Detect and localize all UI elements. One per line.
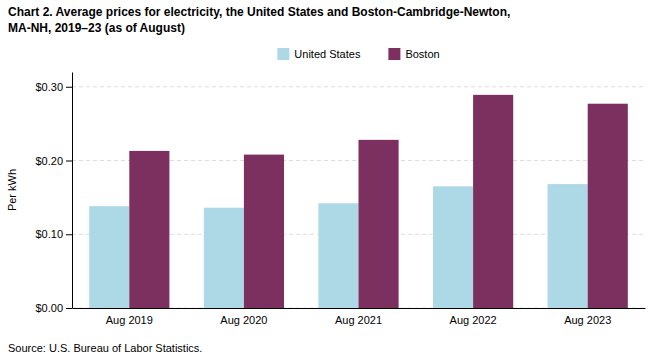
bar xyxy=(129,151,169,308)
legend-item: Boston xyxy=(388,48,439,60)
x-tick-label: Aug 2020 xyxy=(220,314,267,326)
y-tick: $0.30 xyxy=(35,81,72,93)
grid xyxy=(72,87,645,308)
subtitle: MA-NH, 2019–23 (as of August) xyxy=(8,21,185,35)
chart: Chart 2. Average prices for electricity,… xyxy=(0,0,661,360)
x-tick: Aug 2022 xyxy=(450,314,497,326)
legend-label: Boston xyxy=(405,48,439,60)
x-tick: Aug 2023 xyxy=(564,314,611,326)
x-tick: Aug 2020 xyxy=(220,314,267,326)
y-axis: $0.00 $0.10 $0.20 $0.30 xyxy=(35,73,72,315)
y-tick-label: $0.30 xyxy=(35,81,63,93)
y-tick-mark xyxy=(66,161,72,162)
y-tick-mark xyxy=(66,308,72,309)
bar xyxy=(318,203,358,308)
legend-swatch xyxy=(277,48,289,60)
bar xyxy=(89,206,129,308)
y-axis-line xyxy=(72,73,73,309)
legend-label: United States xyxy=(294,48,361,60)
bar xyxy=(433,186,473,308)
bar xyxy=(588,104,628,308)
bar xyxy=(473,95,513,308)
y-tick: $0.00 xyxy=(35,302,72,314)
title: Chart 2. Average prices for electricity,… xyxy=(8,5,510,19)
legend-swatch xyxy=(388,48,400,60)
source: Source: U.S. Bureau of Labor Statistics. xyxy=(8,342,202,354)
y-tick-label: $0.00 xyxy=(35,302,63,314)
series xyxy=(129,95,628,308)
y-tick-label: $0.20 xyxy=(35,155,63,167)
plot: $0.00$0.10$0.20$0.30Aug 2019Aug 2020Aug … xyxy=(35,73,645,326)
y-tick: $0.10 xyxy=(35,228,72,240)
y-tick-mark xyxy=(66,234,72,235)
legend-item: United States xyxy=(277,48,361,60)
x-tick: Aug 2021 xyxy=(335,314,382,326)
bar xyxy=(548,184,588,308)
y-tick: $0.20 xyxy=(35,155,72,167)
x-tick: Aug 2019 xyxy=(106,314,153,326)
grid-line xyxy=(72,86,645,87)
bar xyxy=(204,208,244,308)
x-axis: Aug 2019 Aug 2020 Aug 2021 Aug 2022 Aug 2023 xyxy=(73,309,646,326)
bar xyxy=(359,140,399,308)
legend: United States Boston xyxy=(277,48,439,60)
bars xyxy=(89,95,628,308)
x-tick-label: Aug 2022 xyxy=(450,314,497,326)
y-label: Per kWh xyxy=(6,169,18,211)
x-tick-label: Aug 2019 xyxy=(106,314,153,326)
y-tick-mark xyxy=(66,87,72,88)
y-tick-label: $0.10 xyxy=(35,228,63,240)
x-axis-line xyxy=(73,308,646,309)
x-tick-label: Aug 2021 xyxy=(335,314,382,326)
bar xyxy=(244,155,284,308)
x-tick-label: Aug 2023 xyxy=(564,314,611,326)
